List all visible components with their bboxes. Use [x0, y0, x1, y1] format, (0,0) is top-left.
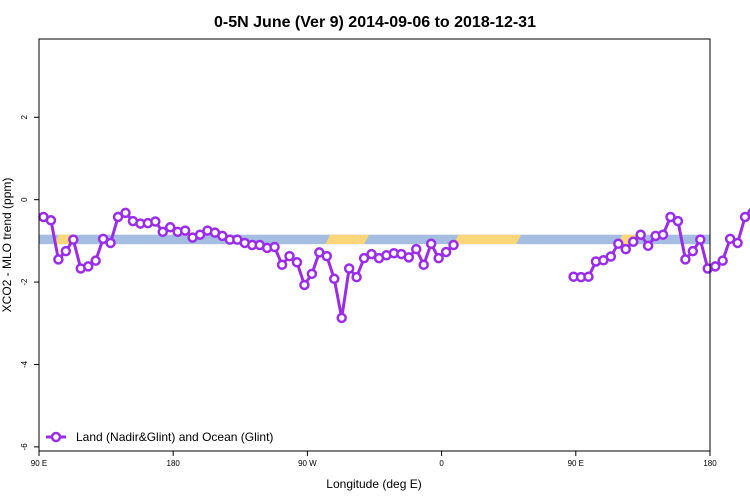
- data-point-0-34: [291, 257, 303, 268]
- x-axis-label: Longitude (deg E): [326, 477, 421, 491]
- data-point-0-39: [328, 273, 340, 285]
- data-point-0-42: [351, 271, 362, 283]
- y-tick-label-4: 2: [20, 115, 29, 120]
- data-point-0-9: [105, 237, 116, 249]
- data-point-1-13: [665, 211, 676, 223]
- data-point-0-3: [60, 245, 72, 257]
- data-point-0-33: [284, 250, 295, 262]
- x-axis: 90 E 180 90 W 0 90 E 180: [31, 451, 717, 468]
- data-point-0-35: [299, 279, 310, 291]
- surface-type-band: [39, 234, 710, 245]
- x-tick-label-1: 180: [167, 459, 181, 468]
- data-point-1-21: [724, 233, 736, 245]
- data-point-0-6: [82, 261, 94, 272]
- data-point-0-7: [90, 255, 101, 266]
- data-point-1-2: [583, 271, 594, 282]
- plot-frame: [38, 38, 711, 452]
- y-axis-label: XCO2 - MLO trend (ppm): [0, 178, 14, 313]
- x-tick-label-4: 90 E: [568, 459, 584, 468]
- data-point-1-20: [717, 255, 728, 266]
- y-tick-label-2: -2: [20, 278, 29, 286]
- data-point-1-10: [642, 240, 654, 252]
- series-layer: [38, 207, 750, 324]
- land-band-segment-1: [325, 234, 370, 245]
- data-point-0-44: [366, 248, 377, 260]
- data-point-1-15: [680, 254, 691, 265]
- data-point-1-14: [672, 215, 684, 227]
- x-tick-label-0: 90 E: [31, 459, 47, 468]
- data-point-0-8: [97, 233, 109, 245]
- data-point-1-19: [709, 261, 721, 272]
- x-tick-label-2: 90 W: [298, 459, 317, 468]
- ocean-band: [39, 234, 710, 245]
- data-point-0-53: [433, 252, 444, 264]
- data-point-1-23: [739, 211, 750, 223]
- data-point-1-9: [635, 229, 646, 240]
- data-point-1-7: [620, 243, 632, 255]
- data-point-0-11: [120, 207, 131, 219]
- data-point-0-32: [276, 259, 288, 271]
- data-point-1-12: [657, 229, 669, 240]
- data-point-0-15: [150, 216, 161, 227]
- data-point-0-51: [418, 259, 429, 271]
- data-point-0-4: [68, 234, 79, 245]
- legend: Land (Nadir&Glint) and Ocean (Glint): [46, 430, 273, 444]
- x-tick-label-5: 180: [703, 459, 717, 468]
- data-point-0-36: [306, 268, 318, 280]
- data-point-1-17: [695, 234, 706, 245]
- y-tick-label-1: -4: [20, 360, 29, 368]
- data-point-0-49: [403, 252, 415, 263]
- data-point-1-6: [613, 238, 624, 250]
- series-0-line-1: [573, 212, 750, 279]
- data-point-0-31: [269, 241, 280, 253]
- data-point-0-2: [53, 254, 64, 265]
- data-point-0-43: [358, 252, 370, 264]
- series-0-line-0: [42, 211, 455, 320]
- data-point-1-22: [732, 237, 743, 249]
- data-point-1-5: [605, 251, 617, 262]
- chart-title: 0-5N June (Ver 9) 2014-09-06 to 2018-12-…: [214, 14, 536, 31]
- data-point-0-41: [343, 263, 355, 274]
- data-point-0-54: [440, 246, 452, 258]
- data-point-0-38: [321, 250, 333, 262]
- data-point-0-40: [336, 312, 347, 324]
- data-point-0-50: [411, 243, 422, 255]
- data-point-0-1: [45, 215, 57, 226]
- x-tick-label-3: 0: [439, 459, 444, 468]
- y-axis: -6 -4 -2 0 2: [20, 115, 39, 451]
- data-point-0-17: [164, 222, 176, 233]
- data-point-0-16: [157, 226, 169, 238]
- data-point-0-52: [425, 238, 437, 250]
- y-tick-label-3: 0: [20, 197, 29, 202]
- legend-marker: [50, 431, 62, 443]
- data-point-1-8: [627, 236, 639, 247]
- data-point-0-55: [448, 239, 459, 251]
- data-point-0-10: [112, 211, 124, 223]
- land-band-segment-2: [453, 234, 522, 245]
- legend-label: Land (Nadir&Glint) and Ocean (Glint): [76, 430, 273, 444]
- y-tick-label-0: -6: [20, 443, 29, 451]
- data-point-0-21: [194, 229, 206, 240]
- data-point-0-19: [179, 225, 191, 236]
- data-point-1-16: [687, 245, 699, 257]
